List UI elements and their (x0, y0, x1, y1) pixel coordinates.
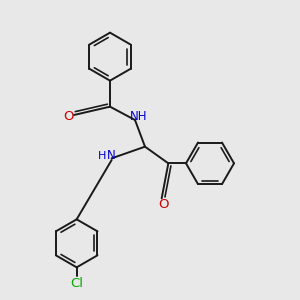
Text: O: O (158, 198, 169, 211)
Text: NH: NH (130, 110, 148, 122)
Text: O: O (63, 110, 73, 123)
Text: H: H (98, 151, 106, 161)
Text: N: N (107, 149, 116, 162)
Text: Cl: Cl (70, 277, 83, 290)
